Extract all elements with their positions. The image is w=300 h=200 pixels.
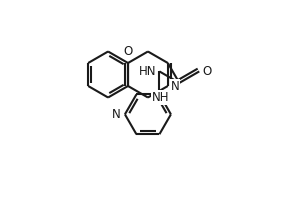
- Text: HN: HN: [139, 65, 156, 78]
- Text: O: O: [202, 65, 212, 78]
- Text: NH: NH: [152, 91, 170, 104]
- Text: O: O: [123, 45, 133, 58]
- Text: N: N: [171, 79, 180, 92]
- Text: N: N: [112, 108, 121, 121]
